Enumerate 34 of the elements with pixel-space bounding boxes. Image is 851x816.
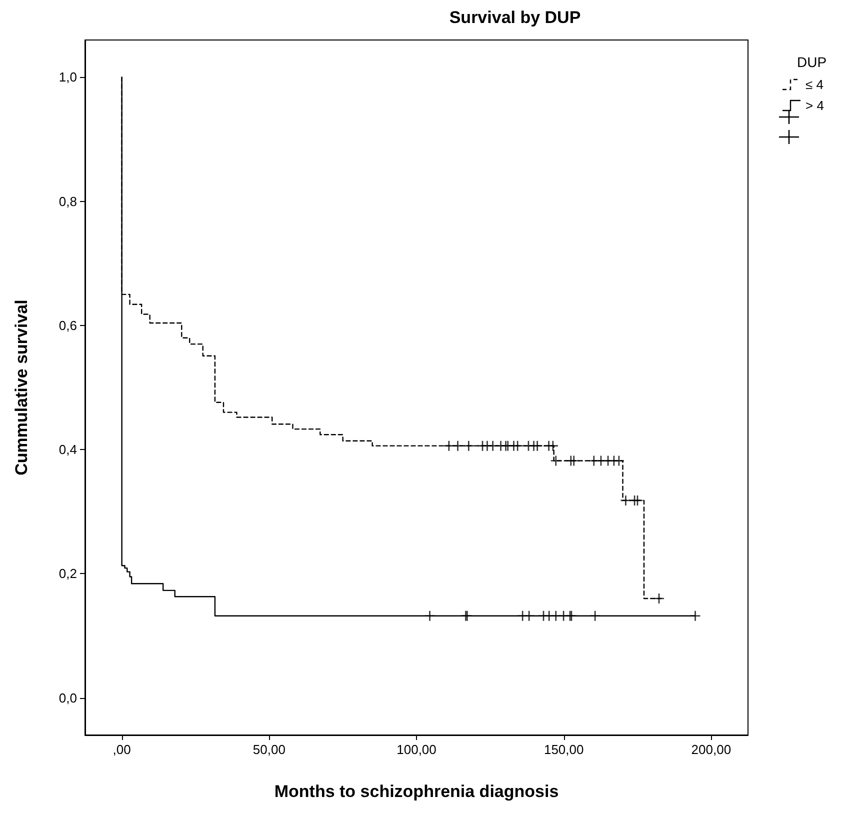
legend-title: DUP bbox=[797, 54, 827, 70]
point bbox=[632, 494, 644, 506]
x-tick-label: 100,00 bbox=[396, 742, 436, 757]
point bbox=[653, 592, 665, 604]
y-tick-label: 0,0 bbox=[58, 690, 77, 706]
chart-title: Survival by DUP bbox=[449, 8, 581, 27]
point bbox=[512, 440, 524, 452]
x-tick-label: ,00 bbox=[112, 742, 131, 757]
point bbox=[690, 610, 701, 622]
y-axis-title: Cummulative survival bbox=[12, 300, 31, 476]
point bbox=[443, 440, 455, 452]
x-axis-title: Months to schizophrenia diagnosis bbox=[274, 782, 559, 801]
y-tick-label: 0,6 bbox=[58, 318, 77, 333]
point bbox=[620, 494, 632, 506]
x-tick-label: 50,00 bbox=[252, 742, 286, 757]
point bbox=[613, 455, 625, 466]
point bbox=[568, 455, 580, 466]
legend-label: ≤ 4 bbox=[806, 77, 824, 92]
y-tick-label: 0,8 bbox=[58, 194, 77, 209]
point bbox=[589, 610, 601, 622]
point bbox=[547, 440, 559, 452]
point bbox=[424, 610, 436, 622]
x-tick-label: 150,00 bbox=[544, 742, 584, 757]
point bbox=[532, 440, 543, 452]
point bbox=[463, 440, 474, 452]
y-tick-label: 1,0 bbox=[58, 70, 77, 85]
y-tick-label: 0,2 bbox=[58, 566, 77, 582]
point bbox=[452, 440, 464, 452]
x-tick-label: 200,00 bbox=[691, 742, 732, 757]
legend-label: > 4 bbox=[806, 98, 824, 113]
point bbox=[523, 610, 535, 622]
y-tick-label: 0,4 bbox=[58, 442, 77, 458]
point bbox=[550, 455, 562, 466]
point bbox=[487, 440, 498, 452]
